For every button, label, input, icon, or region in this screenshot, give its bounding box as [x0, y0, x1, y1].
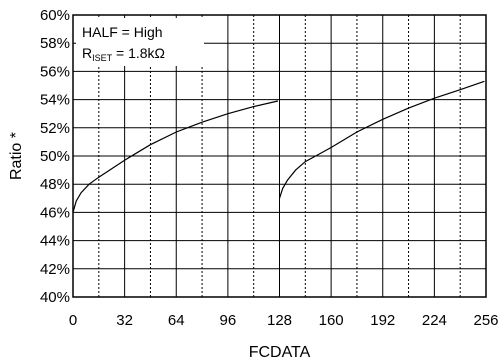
x-tick-label: 128 — [267, 312, 292, 329]
y-tick-labels: 40% 42% 44% 46% 48% 50% 52% 54% 56% 58% 60% — [40, 7, 70, 306]
annotation-box: HALF = High RISET = 1.8kΩ — [76, 18, 204, 66]
annotation-line-half: HALF = High — [82, 24, 163, 40]
y-tick-label: 56% — [40, 63, 70, 80]
x-axis-title: FCDATA — [249, 344, 311, 361]
x-tick-label: 224 — [422, 312, 447, 329]
series — [72, 80, 485, 213]
x-tick-label: 0 — [69, 312, 77, 329]
ratio-curve-segment — [278, 80, 485, 199]
annotation-iset-subscript: ISET — [92, 53, 113, 63]
x-tick-label: 160 — [319, 312, 344, 329]
x-tick-label: 256 — [473, 312, 498, 329]
y-tick-label: 48% — [40, 176, 70, 193]
y-tick-label: 42% — [40, 261, 70, 278]
x-tick-label: 64 — [168, 312, 185, 329]
y-tick-label: 46% — [40, 204, 70, 221]
x-tick-label: 32 — [116, 312, 133, 329]
ratio-curve-segment — [72, 100, 279, 213]
annotation-riset-value: = 1.8kΩ — [112, 45, 165, 61]
y-tick-label: 60% — [40, 7, 70, 24]
annotation-background — [76, 18, 204, 66]
y-tick-label: 40% — [40, 289, 70, 306]
annotation-line-riset: RISET = 1.8kΩ — [82, 45, 165, 63]
x-tick-labels: 0 32 64 96 128 160 192 224 256 — [69, 312, 498, 329]
y-tick-label: 44% — [40, 233, 70, 250]
y-tick-label: 52% — [40, 120, 70, 137]
plot-frame — [72, 14, 487, 298]
y-tick-label: 54% — [40, 92, 70, 109]
annotation-r-symbol: R — [82, 45, 92, 61]
x-tick-label: 192 — [370, 312, 395, 329]
y-tick-label: 50% — [40, 148, 70, 165]
y-axis-title: Ratio * — [8, 132, 25, 180]
y-tick-label: 58% — [40, 35, 70, 52]
x-tick-label: 96 — [220, 312, 237, 329]
